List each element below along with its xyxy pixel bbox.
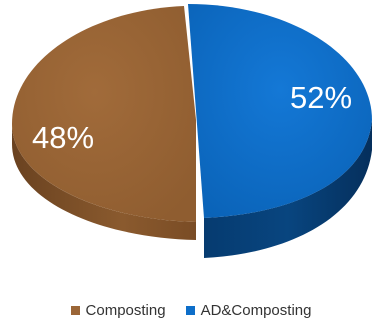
pie-slice-ad-composting-top xyxy=(188,4,372,218)
legend-item-ad-composting: AD&Composting xyxy=(185,302,312,319)
data-label-ad-composting: 52% xyxy=(290,80,352,115)
pie-slice-ad-composting-side xyxy=(204,120,372,258)
legend-label-composting: Composting xyxy=(85,302,166,319)
pie-slice-composting xyxy=(12,6,196,240)
legend: Composting AD&Composting xyxy=(0,302,382,319)
pie-slice-composting-top xyxy=(12,6,196,222)
pie-slice-ad-composting xyxy=(188,4,372,258)
legend-label-ad-composting: AD&Composting xyxy=(200,302,312,319)
legend-item-composting: Composting xyxy=(70,302,166,319)
legend-swatch-composting xyxy=(70,306,80,315)
pie-slice-composting-side xyxy=(12,124,196,240)
legend-swatch-ad-composting xyxy=(185,306,195,315)
data-label-composting: 48% xyxy=(32,120,94,155)
